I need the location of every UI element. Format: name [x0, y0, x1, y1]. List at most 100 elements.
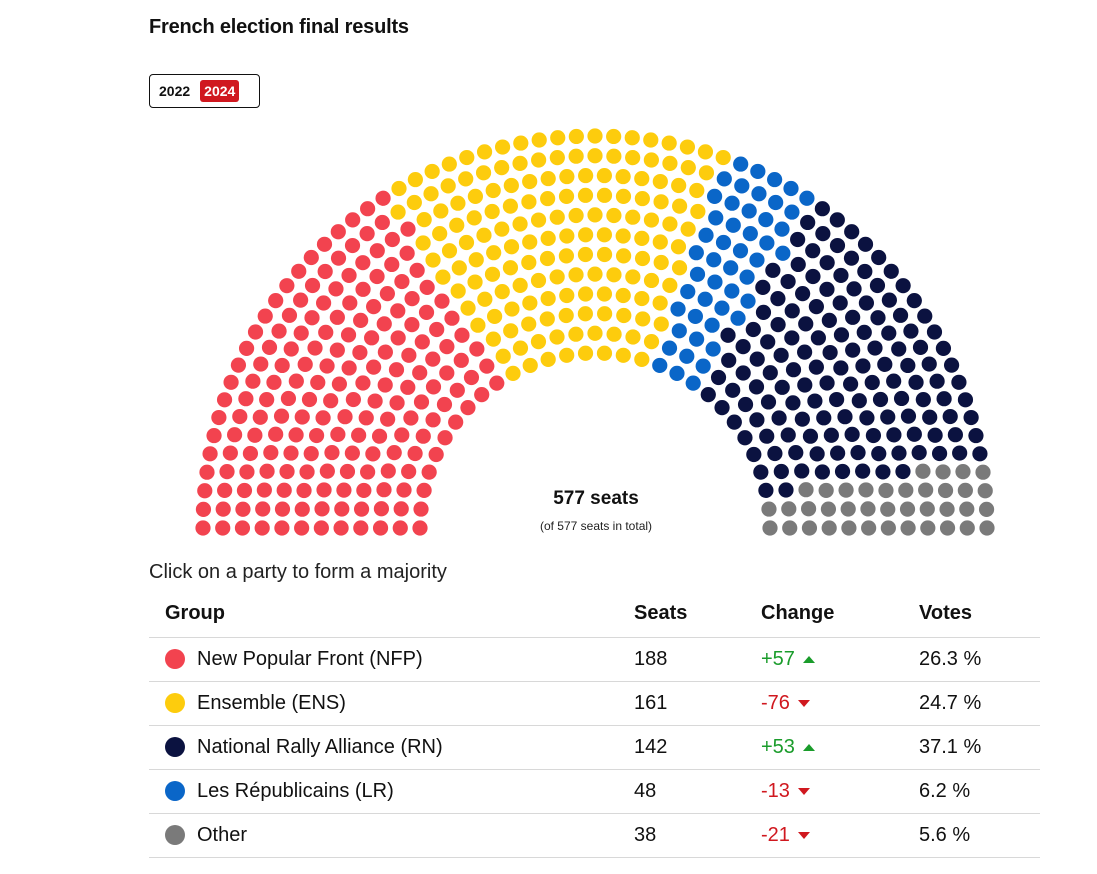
party-seats: 161: [634, 681, 761, 726]
seat-group[interactable]: [390, 128, 731, 381]
party-change-value: +53: [761, 735, 795, 758]
year-option-2024[interactable]: 2024: [200, 80, 240, 102]
seat-dot: [217, 482, 233, 498]
seat-dot: [549, 150, 565, 166]
seat-dot: [700, 387, 716, 403]
seat-dot: [344, 445, 360, 461]
party-button[interactable]: Les Républicains (LR): [165, 780, 634, 803]
seat-dot: [409, 262, 425, 278]
seat-dot: [587, 148, 603, 164]
seat-dot: [274, 357, 290, 374]
seat-group[interactable]: [700, 201, 988, 498]
seat-dot: [316, 482, 332, 498]
seat-dot: [891, 445, 907, 461]
seat-dot: [256, 482, 272, 498]
seat-dot: [195, 520, 211, 536]
seat-dot: [634, 190, 650, 207]
party-votes: 37.1 %: [919, 725, 1040, 770]
seat-dot: [578, 167, 594, 184]
party-change: +57: [761, 648, 815, 671]
seat-dot: [745, 321, 761, 338]
seat-dot: [587, 128, 603, 144]
seat-group[interactable]: [652, 156, 815, 391]
table-row[interactable]: Ensemble (ENS) 161 -76 24.7 %: [149, 681, 1040, 726]
seat-dot: [724, 283, 740, 299]
seat-dot: [797, 377, 813, 393]
seat-dot: [795, 286, 811, 302]
seat-dot: [389, 395, 405, 411]
table-row[interactable]: New Popular Front (NFP) 188 +57 26.3 %: [149, 637, 1040, 682]
seat-dot: [635, 311, 651, 327]
party-button[interactable]: Other: [165, 824, 634, 847]
seat-dot: [247, 427, 263, 443]
seat-dot: [468, 252, 484, 268]
seat-dot: [823, 427, 839, 443]
party-votes: 24.7 %: [919, 681, 1040, 726]
seat-dot: [774, 379, 790, 395]
party-cell[interactable]: Other: [149, 813, 634, 858]
party-change-cell: +53: [761, 725, 919, 770]
year-toggle[interactable]: 2022 2024: [149, 74, 260, 108]
seat-dot: [394, 427, 410, 443]
seat-dot: [695, 358, 711, 374]
year-option-2022[interactable]: 2022: [159, 83, 191, 99]
seat-dot: [486, 245, 502, 261]
seat-dot: [921, 356, 937, 372]
table-row[interactable]: National Rally Alliance (RN) 142 +53 37.1 %: [149, 725, 1040, 770]
seat-dot: [364, 330, 380, 346]
party-cell[interactable]: Les Républicains (LR): [149, 769, 634, 814]
seat-dot: [906, 426, 922, 442]
party-name: New Popular Front (NFP): [197, 647, 423, 670]
seat-dot: [373, 501, 390, 517]
party-button[interactable]: Ensemble (ENS): [165, 692, 634, 715]
seat-dot: [661, 135, 677, 151]
seat-dot: [484, 203, 500, 220]
seat-dot: [625, 329, 641, 345]
seat-group[interactable]: [761, 463, 995, 536]
seat-dot: [568, 326, 584, 342]
party-button[interactable]: New Popular Front (NFP): [165, 648, 634, 671]
seat-group[interactable]: [195, 190, 505, 536]
seat-dot: [671, 260, 688, 276]
table-row[interactable]: Les Républicains (LR) 48 -13 6.2 %: [149, 769, 1040, 814]
party-cell[interactable]: Ensemble (ENS): [149, 681, 634, 726]
seat-dot: [380, 411, 396, 427]
seat-dot: [293, 325, 309, 341]
seat-dot: [296, 482, 312, 499]
seat-dot: [662, 277, 678, 293]
seat-dot: [881, 292, 897, 308]
seat-dot: [449, 217, 465, 233]
seat-dot: [714, 400, 730, 416]
seat-dot: [785, 362, 802, 378]
party-button[interactable]: National Rally Alliance (RN): [165, 736, 634, 759]
seat-dot: [680, 221, 696, 237]
seat-dot: [304, 310, 320, 326]
seat-dot: [714, 300, 730, 316]
seat-dot: [259, 392, 275, 408]
seat-dot: [947, 427, 963, 443]
seat-dot: [291, 263, 307, 279]
party-cell[interactable]: National Rally Alliance (RN): [149, 725, 634, 770]
seat-dot: [808, 359, 824, 375]
seat-dot: [767, 171, 783, 188]
seat-dot: [448, 414, 464, 430]
seat-dot: [512, 277, 528, 293]
seat-dot: [750, 163, 766, 180]
seat-dot: [458, 171, 474, 187]
seat-dot: [268, 293, 284, 309]
seat-dot: [680, 160, 696, 176]
seat-dot: [380, 463, 396, 479]
seat-dot: [239, 464, 255, 480]
seat-dot: [463, 369, 480, 386]
table-row[interactable]: Other 38 -21 5.6 %: [149, 813, 1040, 858]
seat-dot: [303, 249, 319, 266]
seat-dot: [771, 410, 787, 426]
seat-dot: [467, 188, 483, 204]
party-cell[interactable]: New Popular Front (NFP): [149, 637, 634, 682]
seat-dot: [679, 139, 696, 155]
seat-dot: [307, 340, 323, 356]
party-seats: 38: [634, 813, 761, 858]
seat-dot: [775, 245, 791, 261]
seat-dot: [625, 209, 641, 225]
seat-dot: [341, 360, 357, 376]
